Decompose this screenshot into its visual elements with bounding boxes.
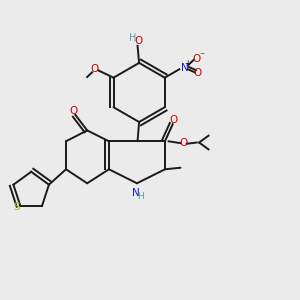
- Text: O: O: [91, 64, 99, 74]
- Text: O: O: [193, 54, 201, 64]
- Text: H: H: [137, 193, 144, 202]
- Text: ⁻: ⁻: [200, 51, 205, 61]
- Text: O: O: [134, 36, 142, 46]
- Text: S: S: [14, 202, 20, 212]
- Text: N: N: [181, 63, 189, 73]
- Text: N: N: [131, 188, 139, 198]
- Text: +: +: [184, 59, 191, 68]
- Text: O: O: [180, 138, 188, 148]
- Text: H: H: [129, 33, 137, 43]
- Text: O: O: [169, 116, 178, 125]
- Text: O: O: [194, 68, 202, 78]
- Text: O: O: [69, 106, 78, 116]
